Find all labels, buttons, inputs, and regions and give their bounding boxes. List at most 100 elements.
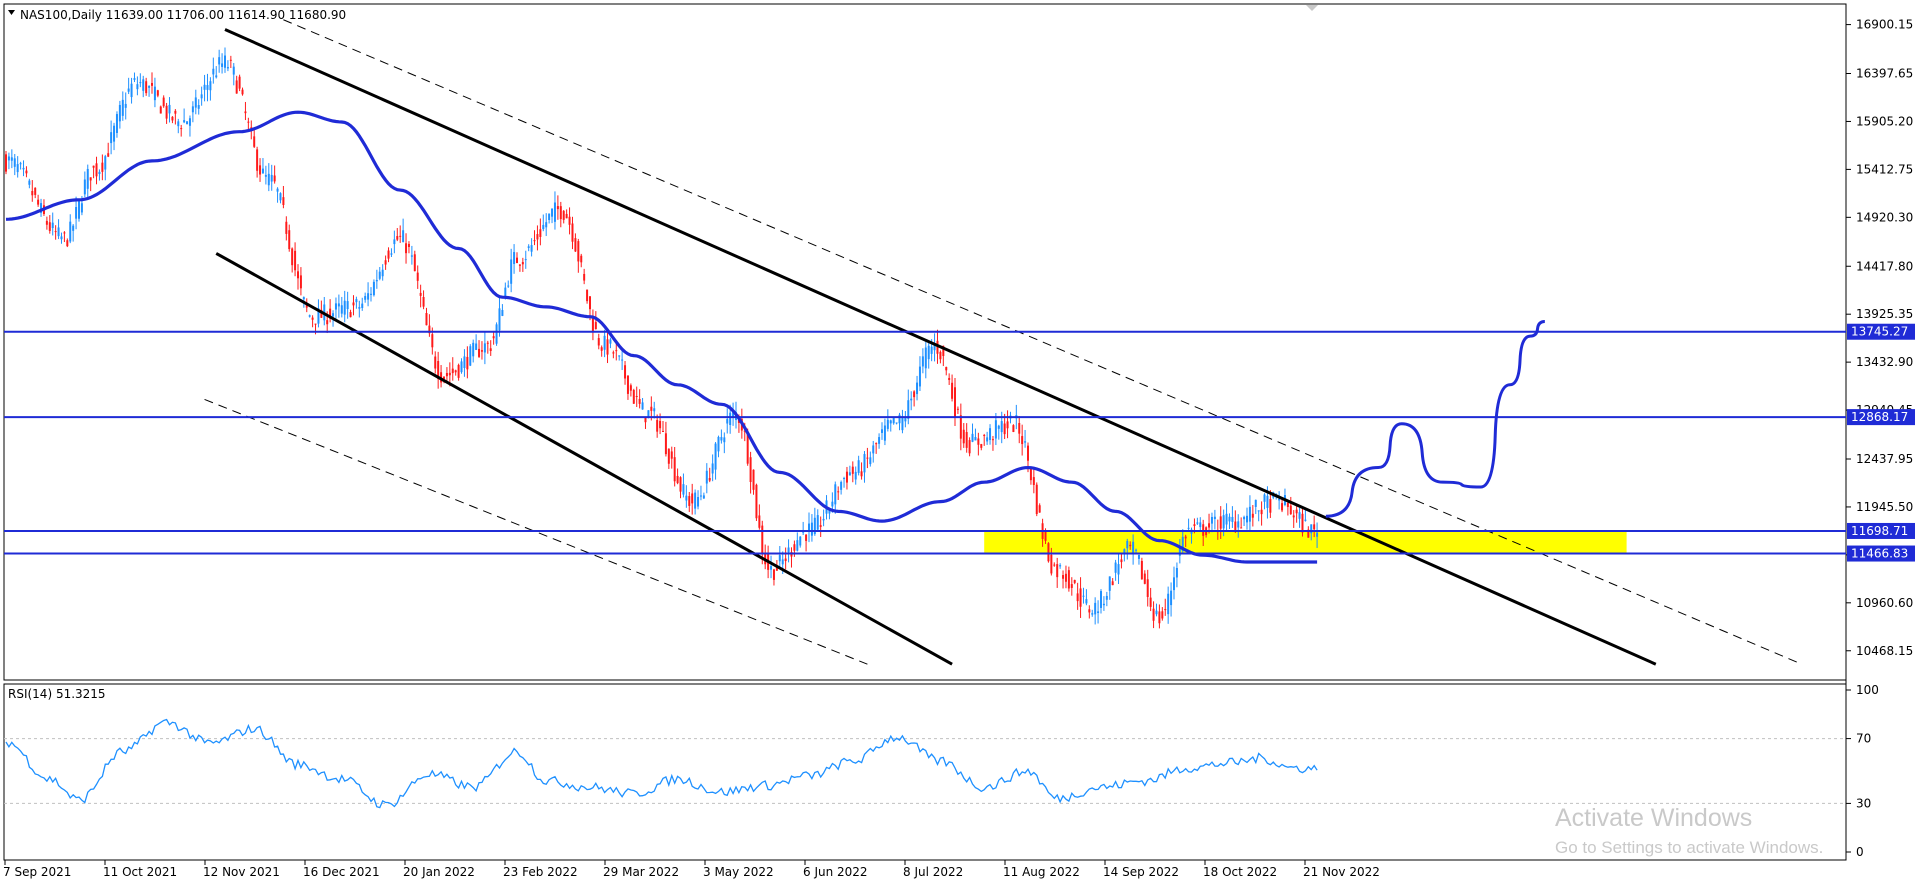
candle-body xyxy=(434,356,437,369)
candle-body xyxy=(352,302,355,306)
candle-body xyxy=(1152,608,1155,621)
candle-body xyxy=(702,495,705,499)
candle-body xyxy=(480,350,483,352)
candle-body xyxy=(288,230,291,250)
candle-body xyxy=(968,440,971,454)
candle-body xyxy=(168,104,171,114)
candle-body xyxy=(650,406,653,411)
rsi-tick-label: 100 xyxy=(1856,683,1879,697)
support-zone-layer xyxy=(984,530,1627,554)
candle-body xyxy=(402,230,405,243)
candle-body xyxy=(1289,505,1292,515)
candle-body xyxy=(104,156,107,170)
candle-body xyxy=(226,67,229,69)
candle-body xyxy=(48,222,51,231)
candle-body xyxy=(294,250,297,271)
price-panel-frame xyxy=(3,3,1847,681)
candle-body xyxy=(80,203,83,213)
candle-body xyxy=(977,438,980,445)
candle-body xyxy=(86,168,89,189)
candle-body xyxy=(1228,516,1231,522)
candle-body xyxy=(419,292,422,296)
candle-body xyxy=(197,105,200,109)
horizontal-levels-layer[interactable] xyxy=(4,330,1846,555)
candle-body xyxy=(1146,579,1149,597)
candle-body xyxy=(673,457,676,482)
candle-body xyxy=(1137,554,1140,559)
candle-body xyxy=(784,558,787,562)
candle-body xyxy=(1155,610,1158,615)
candle-body xyxy=(174,110,177,114)
candle-body xyxy=(145,81,148,94)
candle-body xyxy=(69,221,72,242)
candle-body xyxy=(337,303,340,307)
candle-body xyxy=(165,105,168,119)
candle-body xyxy=(752,469,755,490)
candle-body xyxy=(951,382,954,399)
candle-body xyxy=(1254,499,1257,507)
candle-body xyxy=(851,466,854,474)
time-tick-label: 11 Aug 2022 xyxy=(1003,865,1080,879)
trend-channel-layer[interactable] xyxy=(204,19,1802,666)
candle-body xyxy=(1135,549,1138,551)
candle-body xyxy=(346,301,349,310)
candle-body xyxy=(314,323,317,325)
projection-layer[interactable] xyxy=(1325,320,1545,518)
candle-body xyxy=(1178,546,1181,556)
candle-body xyxy=(291,248,294,266)
candle-body xyxy=(153,86,156,101)
candle-body xyxy=(405,243,408,254)
candle-body xyxy=(364,296,367,300)
candle-body xyxy=(320,309,323,318)
candle-body xyxy=(962,429,965,444)
price-tick-label: 14920.30 xyxy=(1856,210,1913,224)
candle-body xyxy=(589,296,591,310)
candle-body xyxy=(1208,523,1211,528)
candle-body xyxy=(127,88,130,92)
channel-lower-line[interactable] xyxy=(215,252,953,666)
candle-body xyxy=(37,199,40,205)
candle-body xyxy=(1181,536,1184,552)
candle-body xyxy=(819,525,822,527)
candle-body xyxy=(1231,516,1234,522)
candle-body xyxy=(621,359,624,361)
candle-body xyxy=(1044,531,1047,541)
triangle-down-icon[interactable] xyxy=(8,10,15,15)
candle-body xyxy=(793,544,796,551)
candle-body xyxy=(1269,499,1272,513)
level-price-label: 11698.71 xyxy=(1851,524,1908,538)
channel-upper-line[interactable] xyxy=(224,28,1657,666)
projection-path[interactable] xyxy=(1325,320,1545,518)
candle-body xyxy=(297,271,299,279)
candle-body xyxy=(1079,588,1082,607)
candle-body xyxy=(110,132,113,144)
candle-body xyxy=(892,416,895,424)
candle-body xyxy=(483,343,486,353)
candle-body xyxy=(282,197,285,206)
candle-body xyxy=(910,398,913,401)
scroll-marker-icon[interactable] xyxy=(1306,5,1318,11)
rsi-line xyxy=(5,718,1318,809)
candle-body xyxy=(959,415,962,439)
candle-body xyxy=(1012,425,1015,432)
candle-body xyxy=(25,170,28,174)
candle-body xyxy=(854,471,857,480)
candle-body xyxy=(186,121,189,125)
candle-body xyxy=(247,121,250,123)
candle-body xyxy=(916,382,919,395)
candle-body xyxy=(1102,603,1105,606)
candle-body xyxy=(367,293,370,300)
candle-body xyxy=(656,420,659,432)
channel-upper-dashed-line[interactable] xyxy=(283,19,1802,665)
candle-body xyxy=(13,158,16,167)
candle-body xyxy=(92,165,95,168)
level-price-label: 11466.83 xyxy=(1851,547,1908,561)
candle-body xyxy=(78,199,80,219)
candle-body xyxy=(837,491,840,493)
candle-body xyxy=(393,239,396,245)
candle-body xyxy=(1123,549,1126,554)
candle-body xyxy=(1006,421,1009,429)
candle-body xyxy=(1021,436,1024,445)
